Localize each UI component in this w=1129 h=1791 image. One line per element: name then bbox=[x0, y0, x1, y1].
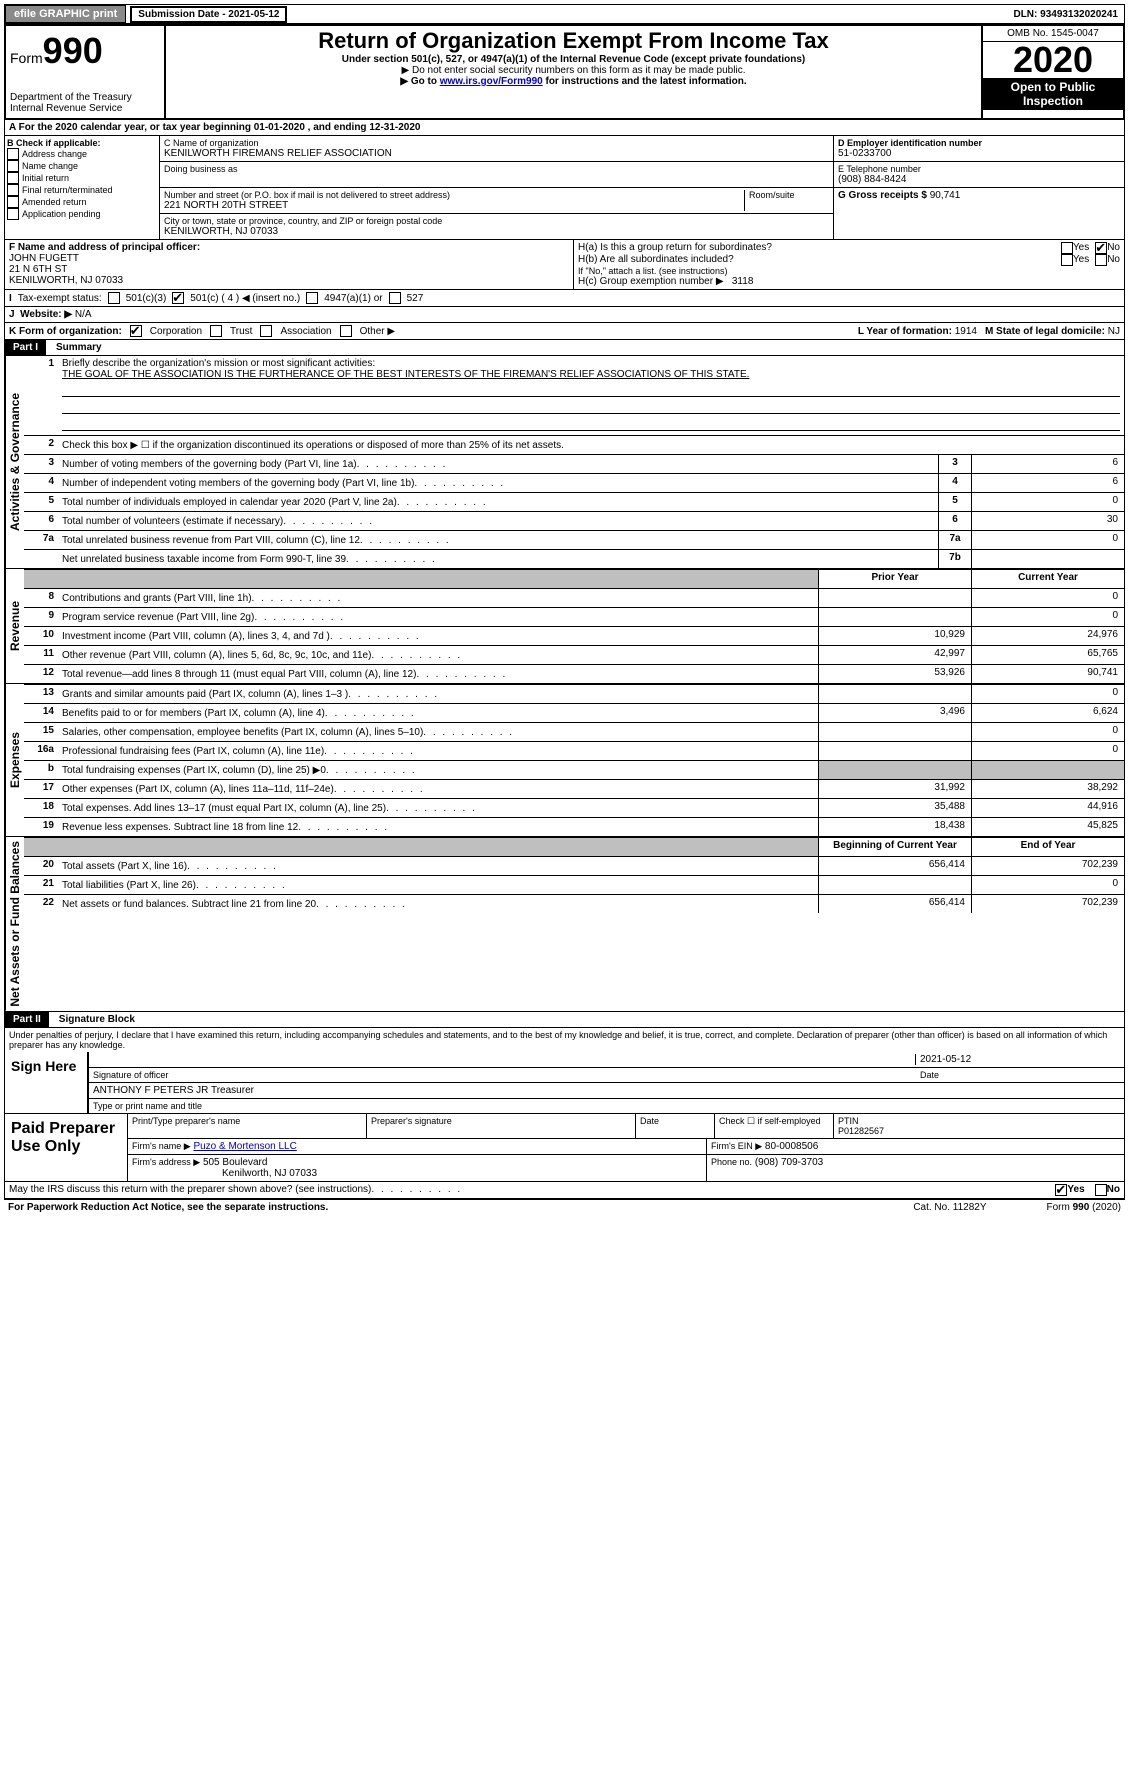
top-bar: efile GRAPHIC print Submission Date - 20… bbox=[4, 4, 1125, 24]
chk-final-return[interactable] bbox=[7, 184, 19, 196]
summary-line: 9Program service revenue (Part VIII, lin… bbox=[24, 607, 1124, 626]
summary-line: 7aTotal unrelated business revenue from … bbox=[24, 530, 1124, 549]
box-b: B Check if applicable: Address change Na… bbox=[5, 136, 160, 239]
group-exemption: 3118 bbox=[732, 276, 754, 287]
summary-line: 6Total number of volunteers (estimate if… bbox=[24, 511, 1124, 530]
box-h: H(a) Is this a group return for subordin… bbox=[574, 240, 1124, 289]
firm-name-link[interactable]: Puzo & Mortenson LLC bbox=[193, 1141, 296, 1152]
chk-527[interactable] bbox=[389, 292, 401, 304]
summary-line: 10Investment income (Part VIII, column (… bbox=[24, 626, 1124, 645]
form-subtitle: Under section 501(c), 527, or 4947(a)(1)… bbox=[170, 54, 977, 65]
summary-line: 20Total assets (Part X, line 16)656,4147… bbox=[24, 856, 1124, 875]
footer-form: Form 990 (2020) bbox=[1047, 1202, 1121, 1213]
vlabel-activities: Activities & Governance bbox=[5, 356, 24, 568]
summary-line: bTotal fundraising expenses (Part IX, co… bbox=[24, 760, 1124, 779]
summary-line: 19Revenue less expenses. Subtract line 1… bbox=[24, 817, 1124, 836]
irs-label: Internal Revenue Service bbox=[10, 103, 160, 114]
irs-link[interactable]: www.irs.gov/Form990 bbox=[440, 76, 543, 87]
form-header: Form990 Department of the Treasury Inter… bbox=[4, 24, 1125, 120]
summary-line: 17Other expenses (Part IX, column (A), l… bbox=[24, 779, 1124, 798]
chk-application-pending[interactable] bbox=[7, 208, 19, 220]
discuss-row: May the IRS discuss this return with the… bbox=[4, 1182, 1125, 1199]
form-number: Form990 bbox=[10, 30, 160, 72]
firm-ein: 80-0008506 bbox=[765, 1141, 818, 1152]
row-a-period: A For the 2020 calendar year, or tax yea… bbox=[4, 120, 1125, 136]
summary-line: 22Net assets or fund balances. Subtract … bbox=[24, 894, 1124, 913]
box-f: F Name and address of principal officer:… bbox=[5, 240, 574, 289]
officer-name: ANTHONY F PETERS JR Treasurer bbox=[93, 1085, 254, 1096]
part-2-header: Part II bbox=[5, 1012, 49, 1027]
summary-line: 5Total number of individuals employed in… bbox=[24, 492, 1124, 511]
summary-line: 4Number of independent voting members of… bbox=[24, 473, 1124, 492]
ha-no[interactable] bbox=[1095, 242, 1107, 254]
chk-corporation[interactable] bbox=[130, 325, 142, 337]
summary-line: 8Contributions and grants (Part VIII, li… bbox=[24, 588, 1124, 607]
hb-no[interactable] bbox=[1095, 254, 1107, 266]
summary-line: Net unrelated business taxable income fr… bbox=[24, 549, 1124, 568]
mission-text: THE GOAL OF THE ASSOCIATION IS THE FURTH… bbox=[62, 369, 1120, 380]
chk-name-change[interactable] bbox=[7, 160, 19, 172]
chk-4947[interactable] bbox=[306, 292, 318, 304]
open-public-badge: Open to Public Inspection bbox=[983, 78, 1123, 110]
paid-preparer-label: Paid Preparer Use Only bbox=[5, 1114, 128, 1181]
vlabel-expenses: Expenses bbox=[5, 684, 24, 836]
org-address: 221 NORTH 20TH STREET bbox=[164, 200, 744, 211]
submission-date: Submission Date - 2021-05-12 bbox=[130, 6, 287, 23]
chk-501c3[interactable] bbox=[108, 292, 120, 304]
summary-line: 13Grants and similar amounts paid (Part … bbox=[24, 684, 1124, 703]
ein-value: 51-0233700 bbox=[838, 148, 1120, 159]
perjury-declaration: Under penalties of perjury, I declare th… bbox=[5, 1028, 1124, 1052]
hb-yes[interactable] bbox=[1061, 254, 1073, 266]
form-note-1: ▶ Do not enter social security numbers o… bbox=[170, 65, 977, 76]
gross-receipts: 90,741 bbox=[930, 190, 961, 201]
part-1-header: Part I bbox=[5, 340, 46, 355]
ptin-value: P01282567 bbox=[838, 1126, 1120, 1136]
summary-line: 18Total expenses. Add lines 13–17 (must … bbox=[24, 798, 1124, 817]
row-j: J Website: ▶ N/A bbox=[4, 307, 1125, 323]
preparer-phone: (908) 709-3703 bbox=[755, 1157, 823, 1168]
summary-line: 12Total revenue—add lines 8 through 11 (… bbox=[24, 664, 1124, 683]
discuss-yes[interactable] bbox=[1055, 1184, 1067, 1196]
phone-value: (908) 884-8424 bbox=[838, 174, 1120, 185]
website-value: N/A bbox=[75, 309, 92, 320]
chk-trust[interactable] bbox=[210, 325, 222, 337]
summary-line: 3Number of voting members of the governi… bbox=[24, 454, 1124, 473]
tax-year: 2020 bbox=[983, 42, 1123, 78]
chk-address-change[interactable] bbox=[7, 148, 19, 160]
chk-association[interactable] bbox=[260, 325, 272, 337]
row-i: I Tax-exempt status: 501(c)(3) 501(c) ( … bbox=[4, 290, 1125, 307]
chk-other[interactable] bbox=[340, 325, 352, 337]
dept-treasury: Department of the Treasury bbox=[10, 92, 160, 103]
summary-line: 11Other revenue (Part VIII, column (A), … bbox=[24, 645, 1124, 664]
org-city: KENILWORTH, NJ 07033 bbox=[164, 226, 829, 237]
chk-501c[interactable] bbox=[172, 292, 184, 304]
ha-yes[interactable] bbox=[1061, 242, 1073, 254]
vlabel-net-assets: Net Assets or Fund Balances bbox=[5, 837, 24, 1011]
summary-line: 16aProfessional fundraising fees (Part I… bbox=[24, 741, 1124, 760]
footer-left: For Paperwork Reduction Act Notice, see … bbox=[8, 1202, 328, 1213]
efile-button[interactable]: efile GRAPHIC print bbox=[5, 5, 126, 23]
summary-line: 15Salaries, other compensation, employee… bbox=[24, 722, 1124, 741]
box-c: C Name of organization KENILWORTH FIREMA… bbox=[160, 136, 833, 239]
vlabel-revenue: Revenue bbox=[5, 569, 24, 683]
dln-label: DLN: 93493132020241 bbox=[1007, 7, 1124, 22]
part-1-title: Summary bbox=[46, 342, 102, 353]
summary-line: 21Total liabilities (Part X, line 26)0 bbox=[24, 875, 1124, 894]
summary-line: 14Benefits paid to or for members (Part … bbox=[24, 703, 1124, 722]
discuss-no[interactable] bbox=[1095, 1184, 1107, 1196]
row-k: K Form of organization: Corporation Trus… bbox=[4, 323, 1125, 340]
chk-initial-return[interactable] bbox=[7, 172, 19, 184]
form-note-2: ▶ Go to www.irs.gov/Form990 for instruct… bbox=[170, 76, 977, 87]
form-title: Return of Organization Exempt From Incom… bbox=[170, 28, 977, 54]
part-2-title: Signature Block bbox=[49, 1014, 135, 1025]
org-name: KENILWORTH FIREMANS RELIEF ASSOCIATION bbox=[164, 148, 829, 159]
chk-amended[interactable] bbox=[7, 196, 19, 208]
footer-cat: Cat. No. 11282Y bbox=[913, 1202, 986, 1213]
sign-here-label: Sign Here bbox=[5, 1052, 87, 1113]
